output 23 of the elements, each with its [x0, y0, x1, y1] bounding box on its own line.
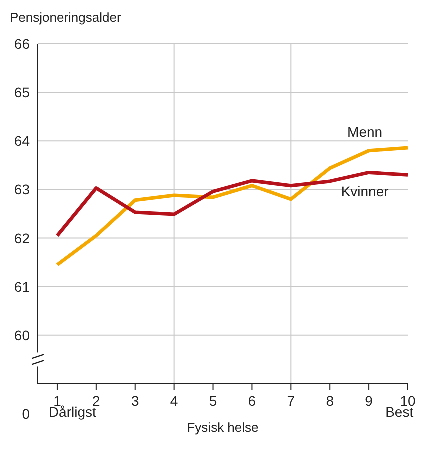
y-tick-label: 65	[14, 84, 30, 101]
x-tick-label: 6	[248, 393, 256, 409]
y-axis-title: Pensjoneringsalder	[10, 10, 122, 25]
series-label: Menn	[348, 124, 383, 140]
x-tick-label: 8	[326, 393, 334, 409]
x-tick-label: 9	[365, 393, 374, 409]
x-tick-label: 4	[170, 393, 178, 409]
y-tick-label: 62	[14, 230, 30, 246]
line-series	[56, 170, 408, 238]
y-tick-label: 66	[14, 36, 30, 52]
text: 0	[22, 405, 30, 423]
y-tick-label: 64	[14, 133, 30, 150]
y-tick-label: 61	[14, 278, 30, 295]
x-tick-label: 3	[131, 393, 140, 409]
line-series	[56, 146, 408, 267]
x-axis-title: Fysisk helse	[186, 420, 260, 435]
y-tick-label: 63	[14, 182, 30, 198]
series-label: Kvinner	[341, 184, 390, 200]
x-tick-label: 2	[92, 393, 101, 409]
y-tick-label: 60	[14, 327, 30, 344]
x-tick-label: 7	[287, 393, 296, 409]
x-tick-label: 5	[209, 393, 218, 409]
x-tick-label: 10	[400, 393, 416, 409]
